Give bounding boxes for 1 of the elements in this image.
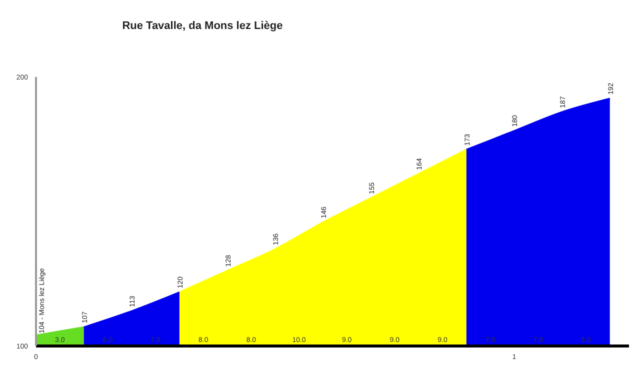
chart-title: Rue Tavalle, da Mons lez Liège	[121, 20, 284, 32]
